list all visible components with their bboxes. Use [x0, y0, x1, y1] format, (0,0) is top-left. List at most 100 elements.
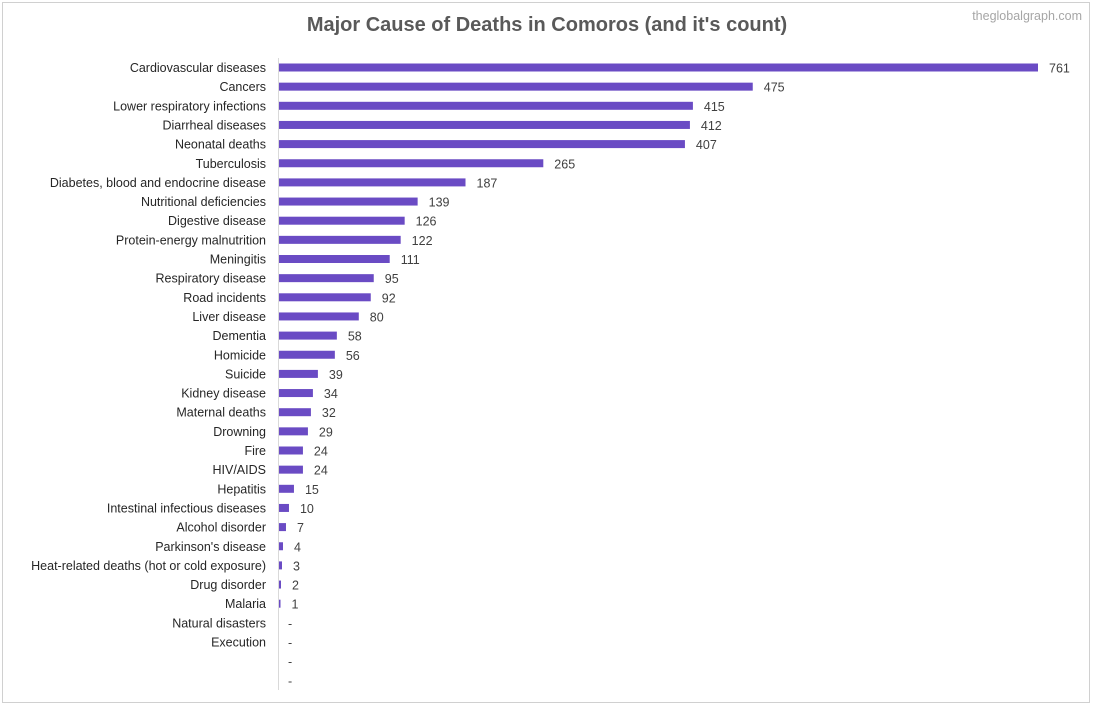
- value-label: 10: [300, 502, 314, 516]
- value-label: 32: [322, 406, 336, 420]
- bar: [279, 82, 753, 91]
- bar: [279, 465, 303, 474]
- bar: [279, 427, 308, 436]
- category-label: Execution: [211, 636, 266, 650]
- category-label: Natural disasters: [172, 616, 266, 630]
- category-label: Meningitis: [210, 253, 266, 267]
- category-label: Kidney disease: [181, 387, 266, 401]
- bar: [279, 503, 289, 512]
- category-label: Fire: [244, 444, 266, 458]
- value-label: 92: [382, 291, 396, 305]
- category-label: Tuberculosis: [196, 157, 266, 171]
- value-label: 187: [477, 176, 498, 190]
- category-label: Nutritional deficiencies: [141, 195, 266, 209]
- category-label: Homicide: [214, 348, 266, 362]
- bar: [279, 389, 313, 398]
- value-label: 15: [305, 483, 319, 497]
- bar: [279, 178, 466, 187]
- value-label: 58: [348, 330, 362, 344]
- bar: [279, 369, 318, 378]
- bar: [279, 63, 1038, 72]
- value-labels: 7614754154124072651871391261221119592805…: [288, 62, 1070, 689]
- value-label: 412: [701, 119, 722, 133]
- value-label: 7: [297, 521, 304, 535]
- bar: [279, 293, 371, 302]
- value-label: 80: [370, 310, 384, 324]
- category-label: Drug disorder: [190, 578, 266, 592]
- category-label: Suicide: [225, 367, 266, 381]
- bar: [279, 331, 337, 340]
- value-label: 56: [346, 349, 360, 363]
- category-label: Protein-energy malnutrition: [116, 233, 266, 247]
- category-label: Heat-related deaths (hot or cold exposur…: [31, 559, 266, 573]
- bar: [279, 255, 390, 263]
- bars-group: [279, 63, 1038, 608]
- value-label: 24: [314, 445, 328, 459]
- value-label: 139: [429, 196, 450, 210]
- bar: [279, 159, 544, 168]
- category-label: Maternal deaths: [176, 406, 266, 420]
- bar: [279, 408, 311, 417]
- category-label: Diarrheal diseases: [162, 118, 266, 132]
- bar: [279, 216, 405, 225]
- bar: [279, 274, 374, 283]
- value-label: 29: [319, 425, 333, 439]
- bar: [279, 312, 359, 321]
- category-label: Malaria: [225, 597, 266, 611]
- bar: [279, 350, 335, 359]
- value-label: 3: [293, 559, 300, 573]
- bar: [279, 446, 303, 455]
- value-label: 415: [704, 100, 725, 114]
- category-label: Liver disease: [192, 310, 266, 324]
- value-label: 34: [324, 387, 338, 401]
- value-label: -: [288, 636, 292, 650]
- value-label: 24: [314, 464, 328, 478]
- bar: [279, 561, 282, 570]
- value-label: 1: [292, 598, 299, 612]
- bar: [279, 542, 283, 551]
- value-label: 39: [329, 368, 343, 382]
- value-label: 407: [696, 138, 717, 152]
- bar: [279, 140, 685, 149]
- category-label: Lower respiratory infections: [113, 99, 266, 113]
- category-label: Neonatal deaths: [175, 138, 266, 152]
- category-label: Dementia: [213, 329, 267, 343]
- value-label: 475: [764, 81, 785, 95]
- bar: [279, 580, 281, 589]
- value-label: -: [288, 674, 292, 688]
- value-label: 4: [294, 540, 301, 554]
- value-label: -: [288, 655, 292, 669]
- value-label: 761: [1049, 62, 1070, 76]
- value-label: 265: [554, 157, 575, 171]
- category-label: Hepatitis: [217, 482, 266, 496]
- category-label: Digestive disease: [168, 214, 266, 228]
- value-label: 126: [416, 215, 437, 229]
- category-label: HIV/AIDS: [213, 463, 267, 477]
- chart-title: Major Cause of Deaths in Comoros (and it…: [306, 14, 788, 36]
- category-label: Road incidents: [183, 291, 266, 305]
- category-label: Diabetes, blood and endocrine disease: [50, 176, 266, 190]
- bar: [279, 101, 693, 110]
- bar: [279, 599, 281, 608]
- category-label: Drowning: [213, 425, 266, 439]
- bar: [279, 120, 690, 129]
- watermark: theglobalgraph.com: [972, 9, 1082, 23]
- value-label: 2: [292, 579, 299, 593]
- value-label: 111: [401, 253, 420, 267]
- category-label: Respiratory disease: [156, 272, 267, 286]
- category-label: Parkinson's disease: [155, 540, 266, 554]
- value-label: 122: [412, 234, 433, 248]
- category-labels: Cardiovascular diseases Cancers Lower resp…: [31, 61, 266, 650]
- bar: [279, 484, 294, 493]
- category-label: Cancers: [219, 80, 266, 94]
- bar: [279, 523, 286, 532]
- value-label: 95: [385, 272, 399, 286]
- category-label: Intestinal infectious diseases: [107, 501, 266, 515]
- category-label: Alcohol disorder: [176, 521, 266, 535]
- value-label: -: [288, 617, 292, 631]
- category-label: Cardiovascular diseases: [130, 61, 266, 75]
- bar: [279, 197, 418, 206]
- bar: [279, 235, 401, 244]
